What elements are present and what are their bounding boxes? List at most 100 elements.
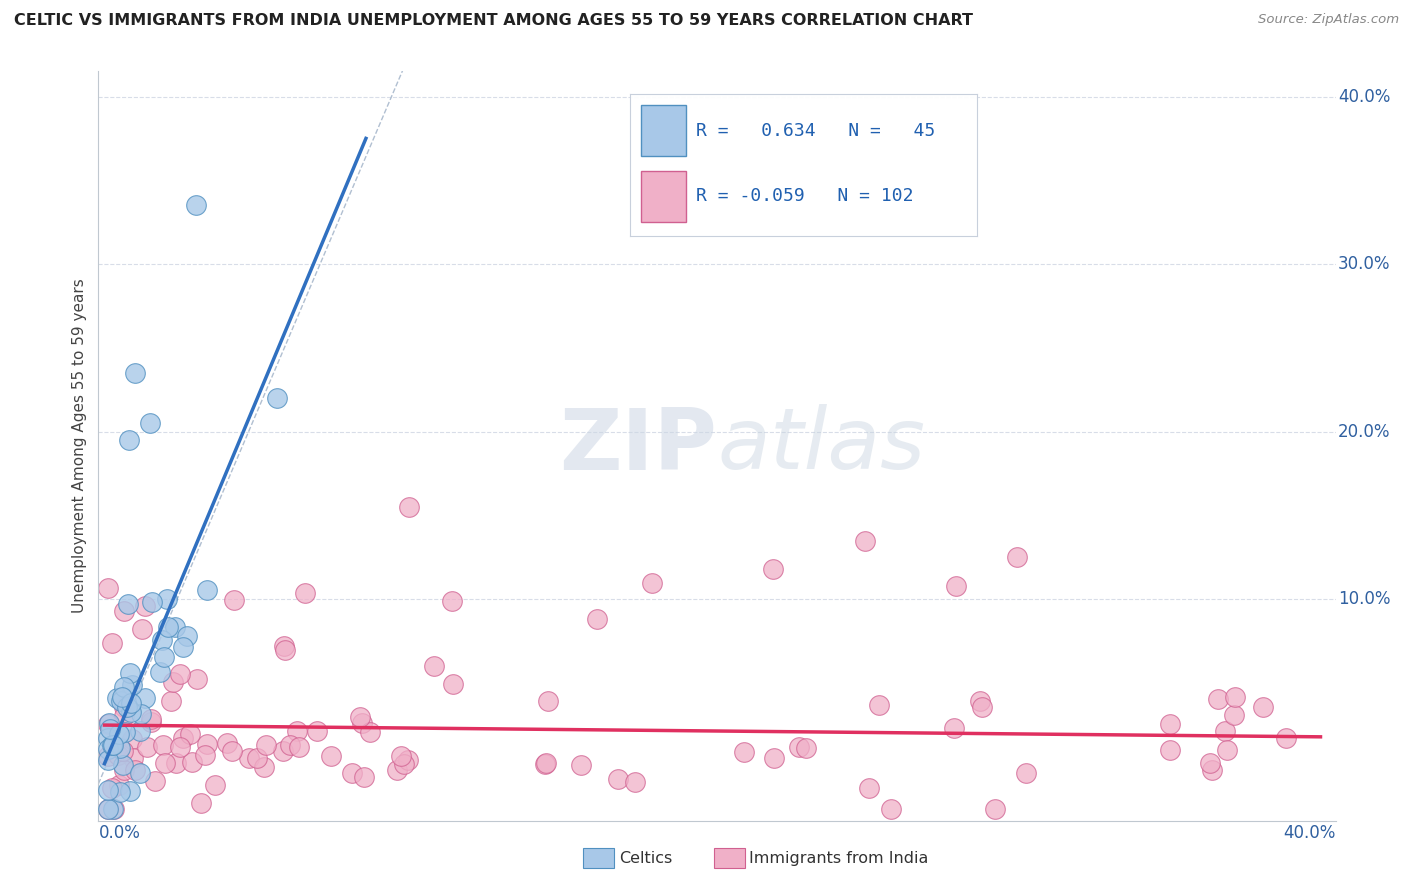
Point xyxy=(101,738,124,752)
Point xyxy=(101,738,124,752)
Point xyxy=(98,722,121,736)
Point xyxy=(112,604,135,618)
Point xyxy=(169,666,191,681)
Point xyxy=(110,785,132,799)
Point xyxy=(1005,550,1028,565)
Point xyxy=(1159,743,1181,757)
Point xyxy=(139,417,162,431)
Point xyxy=(534,756,557,770)
Point xyxy=(120,665,142,680)
Point xyxy=(153,756,176,770)
Text: 30.0%: 30.0% xyxy=(1339,255,1391,273)
Point xyxy=(96,753,118,767)
Point xyxy=(1275,731,1298,745)
Point xyxy=(162,675,184,690)
Point xyxy=(96,782,118,797)
Point xyxy=(274,643,297,657)
Point xyxy=(1199,756,1222,771)
Point xyxy=(880,802,903,816)
Point xyxy=(96,749,118,764)
Point xyxy=(103,802,125,816)
Text: Immigrants from India: Immigrants from India xyxy=(749,851,929,865)
Point xyxy=(441,594,464,608)
Point xyxy=(253,760,276,774)
Point xyxy=(114,724,136,739)
Point xyxy=(129,766,152,780)
Point xyxy=(359,725,381,739)
Point xyxy=(204,778,226,792)
Point xyxy=(1223,690,1246,704)
Point xyxy=(176,629,198,643)
Point xyxy=(273,744,295,758)
Point xyxy=(533,757,555,772)
Point xyxy=(96,717,118,731)
Point xyxy=(340,765,363,780)
Point xyxy=(96,742,118,756)
Point xyxy=(139,714,162,729)
Point xyxy=(150,633,173,648)
Point xyxy=(165,756,187,770)
Point xyxy=(122,751,145,765)
Text: atlas: atlas xyxy=(717,404,925,488)
Point xyxy=(762,750,785,764)
Point xyxy=(107,748,129,763)
Point xyxy=(1213,723,1236,738)
Text: ZIP: ZIP xyxy=(560,404,717,488)
Point xyxy=(396,753,419,767)
Point xyxy=(100,636,122,650)
Text: 0.0%: 0.0% xyxy=(98,824,141,842)
Point xyxy=(181,755,204,769)
Text: 10.0%: 10.0% xyxy=(1339,591,1391,608)
Point xyxy=(97,715,120,730)
Text: CELTIC VS IMMIGRANTS FROM INDIA UNEMPLOYMENT AMONG AGES 55 TO 59 YEARS CORRELATI: CELTIC VS IMMIGRANTS FROM INDIA UNEMPLOY… xyxy=(14,13,973,29)
Point xyxy=(1216,743,1239,757)
Point xyxy=(246,751,269,765)
Point xyxy=(110,690,132,705)
Point xyxy=(1206,691,1229,706)
Point xyxy=(115,700,138,714)
Point xyxy=(129,724,152,739)
Point xyxy=(972,700,994,714)
Point xyxy=(111,757,134,772)
Point xyxy=(108,740,131,755)
Bar xyxy=(641,105,686,156)
Point xyxy=(131,622,153,636)
Point xyxy=(179,727,201,741)
Point xyxy=(254,738,277,752)
Point xyxy=(105,691,128,706)
Point xyxy=(134,691,156,706)
Point xyxy=(969,694,991,708)
Point xyxy=(129,706,152,721)
Point xyxy=(441,677,464,691)
Text: R =   0.634   N =   45: R = 0.634 N = 45 xyxy=(696,122,935,140)
Point xyxy=(124,763,146,777)
Point xyxy=(121,731,143,746)
Point xyxy=(569,758,592,772)
Point xyxy=(1014,765,1036,780)
Text: R = -0.059   N = 102: R = -0.059 N = 102 xyxy=(696,187,914,205)
Point xyxy=(156,620,179,634)
Point xyxy=(222,593,245,607)
Point xyxy=(278,738,301,752)
Point xyxy=(1223,708,1246,723)
Point xyxy=(112,699,135,714)
Point xyxy=(398,500,420,515)
Point xyxy=(1251,700,1274,714)
Point xyxy=(141,595,163,609)
Point xyxy=(136,740,159,755)
Point xyxy=(215,736,238,750)
Point xyxy=(110,694,132,708)
Point xyxy=(221,744,243,758)
Point xyxy=(945,579,967,593)
Point xyxy=(762,562,785,576)
Point xyxy=(352,716,374,731)
Point xyxy=(149,665,172,679)
Point xyxy=(120,696,142,710)
Point xyxy=(195,737,218,751)
Point xyxy=(184,198,207,212)
Point xyxy=(172,731,194,745)
Point xyxy=(423,659,446,673)
Point xyxy=(794,741,817,756)
Text: 40.0%: 40.0% xyxy=(1284,824,1336,842)
Point xyxy=(195,583,218,598)
